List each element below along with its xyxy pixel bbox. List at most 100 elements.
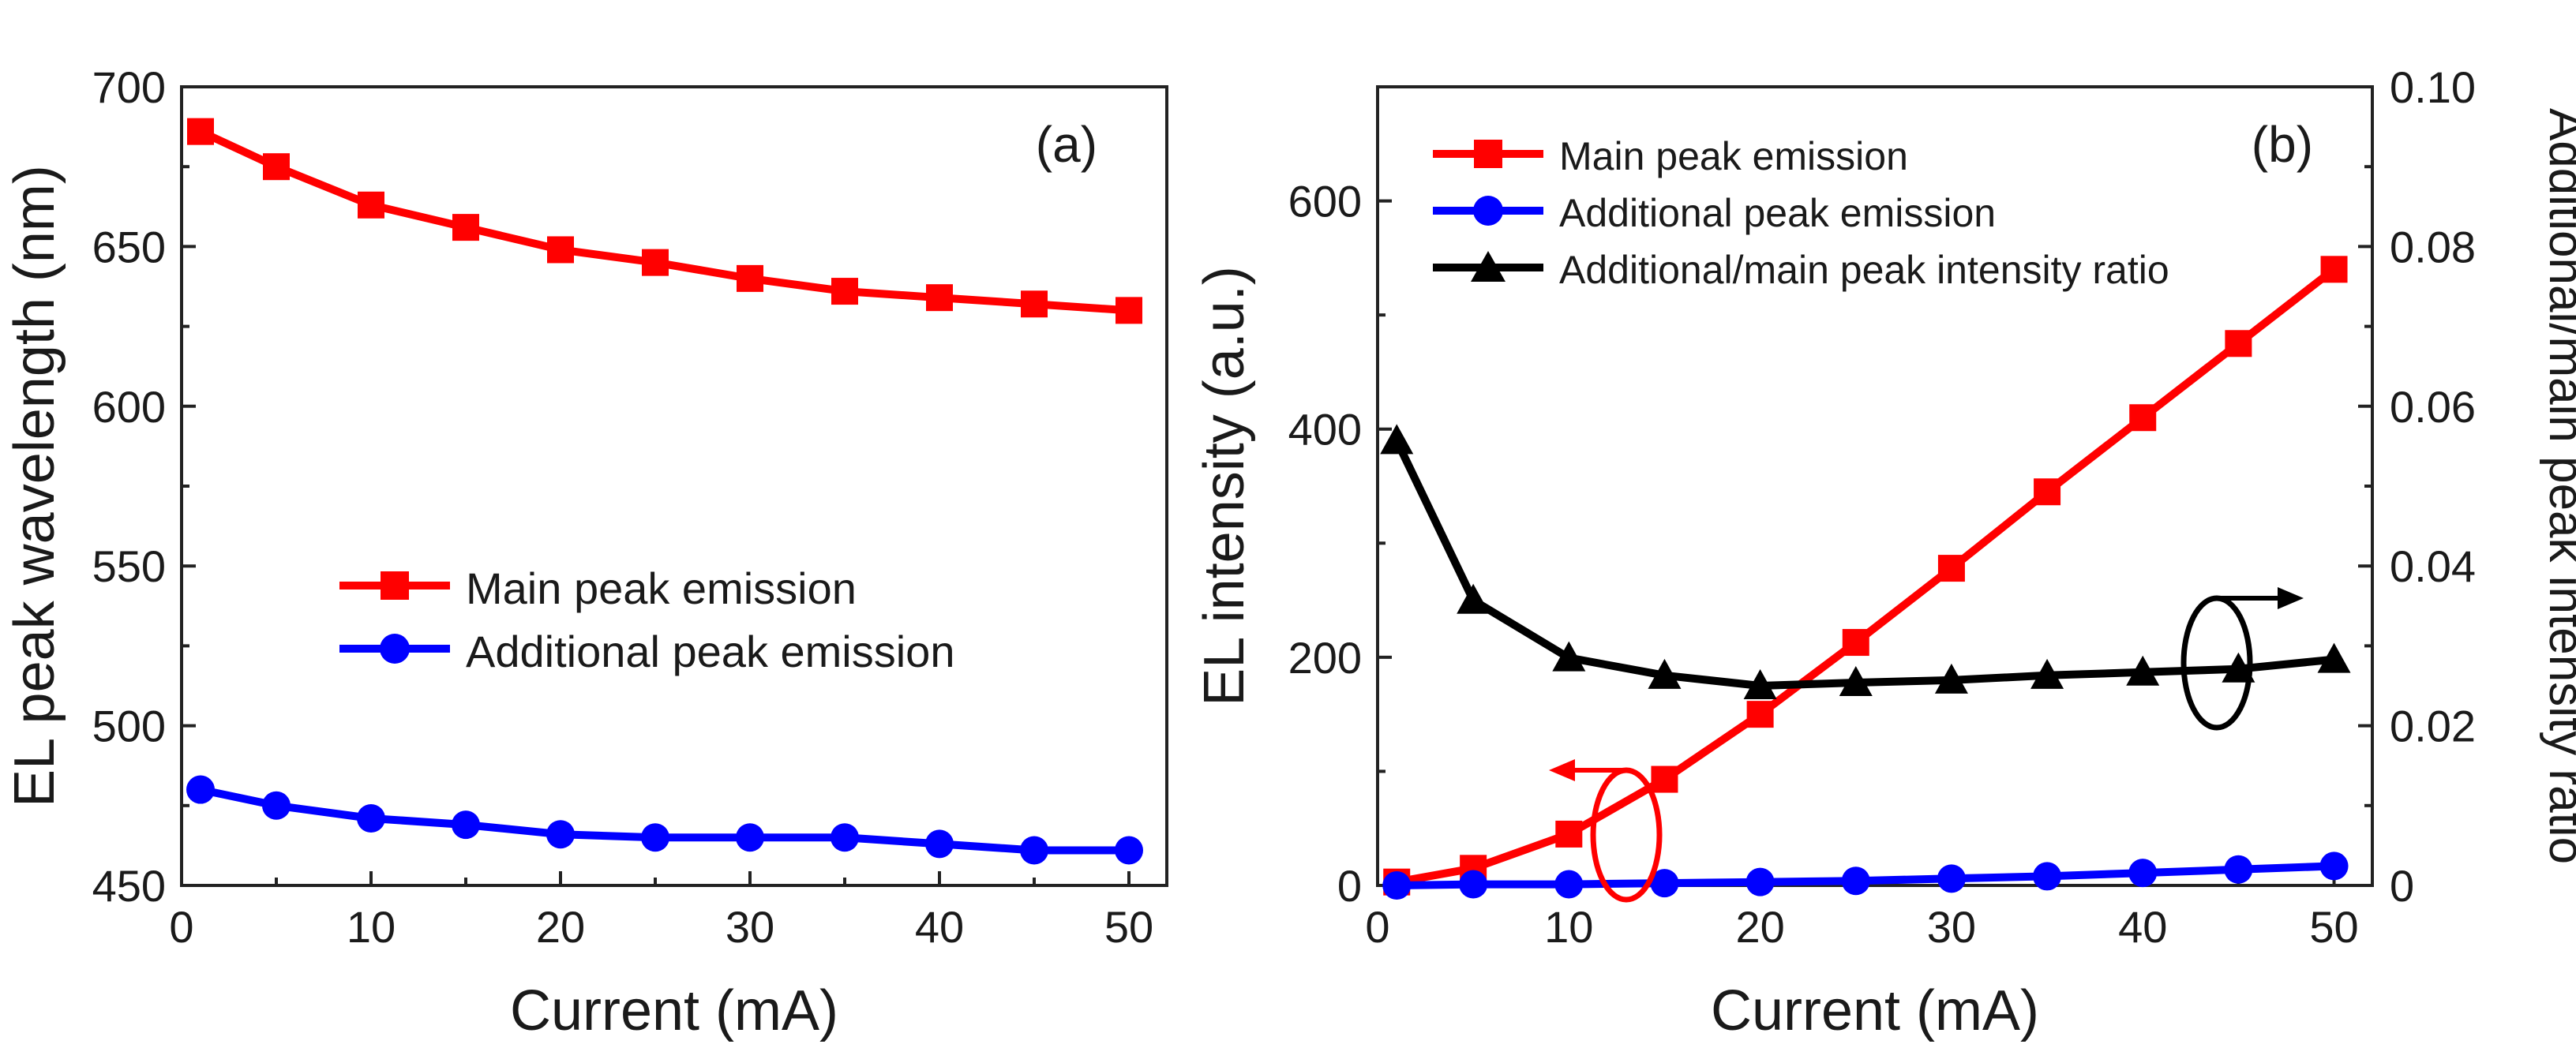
panel-a-series-1-point xyxy=(452,810,480,840)
panel-a-series-1-point xyxy=(831,823,859,852)
panel-b-series-2-point xyxy=(2126,655,2160,686)
panel-a-plot-frame xyxy=(180,85,1168,887)
panel-b-legend-entry-main: Main peak emission xyxy=(1433,134,1908,178)
panel-b-series-1-point xyxy=(1382,871,1412,900)
y2-tick-label: 0.02 xyxy=(2390,702,2476,751)
panel-a-series-0-point xyxy=(642,249,669,276)
panel-a-series xyxy=(186,118,1143,865)
panel-b-series-1-point xyxy=(1745,867,1775,896)
y-tick-label: 0 xyxy=(1337,861,1362,911)
x-tick-label: 40 xyxy=(915,902,964,952)
panel-a-label: (a) xyxy=(1036,116,1097,173)
y2-tick-label: 0.08 xyxy=(2390,222,2476,271)
left-axis-indicator xyxy=(1549,759,1663,903)
y-tick-label: 650 xyxy=(92,222,166,271)
panel-a: 0 10 20 30 40 50 450 500 550 600 650 700 (a) Curre… xyxy=(3,62,1168,1042)
panel-b-series-0-point xyxy=(1555,820,1583,848)
panel-b-series-0-point xyxy=(1842,629,1869,657)
y-tick-label: 200 xyxy=(1288,633,1362,683)
panel-a-x-ticks: 0 10 20 30 40 50 xyxy=(169,871,1153,952)
panel-a-x-axis-label: Current (mA) xyxy=(510,979,838,1042)
panel-b-series-2-point xyxy=(1457,583,1490,614)
x-tick-label: 10 xyxy=(1544,902,1593,952)
y-tick-label: 700 xyxy=(92,62,166,112)
y2-tick-label: 0.06 xyxy=(2390,382,2476,432)
panel-b-series-1-point xyxy=(1459,870,1488,899)
panel-b-series-1-point xyxy=(2033,862,2062,891)
panel-b-y-ticks-right: 0 0.02 0.04 0.06 0.08 0.10 xyxy=(2358,62,2476,911)
x-tick-label: 30 xyxy=(726,902,774,952)
panel-a-legend-entry-additional: Additional peak emission xyxy=(339,627,954,676)
panel-a-y-ticks: 450 500 550 600 650 700 xyxy=(92,62,196,911)
panel-a-series-0-point xyxy=(547,236,574,264)
panel-b-series-0-point xyxy=(2129,404,2157,432)
right-axis-indicator xyxy=(2180,587,2304,731)
panel-b: 0 10 20 30 40 50 0 200 400 600 0 0.02 0.04 0.06 0.08… xyxy=(1193,62,2576,1042)
panel-a-legend-entry-main: Main peak emission xyxy=(339,563,857,613)
panel-b-series-0-point xyxy=(2034,478,2061,506)
panel-a-series-0-point xyxy=(926,284,953,312)
panel-a-series-1-point xyxy=(925,829,954,859)
y-tick-label: 600 xyxy=(1288,177,1362,226)
panel-b-series-0-point xyxy=(1746,701,1774,728)
panel-b-series-2-point xyxy=(1839,665,1873,696)
panel-a-series-0-point xyxy=(263,153,290,181)
panel-b-legend-label-main: Main peak emission xyxy=(1559,134,1908,178)
y-tick-label: 600 xyxy=(92,382,166,432)
panel-b-series-2-point xyxy=(2030,658,2064,689)
panel-b-legend: Main peak emission Additional peak emiss… xyxy=(1433,134,2169,292)
panel-b-series-1-point xyxy=(1937,864,1966,893)
panel-b-series-0-line xyxy=(1396,266,2337,886)
panel-a-series-1-point xyxy=(736,823,764,852)
x-tick-label: 10 xyxy=(347,902,396,952)
panel-b-y-axis-label-right: Additional/main peak intensity ratio xyxy=(2539,108,2576,864)
right-axis-indicator-arrowhead xyxy=(2278,587,2304,609)
panel-b-series-2-point xyxy=(1552,641,1586,672)
panel-b-legend-label-additional: Additional peak emission xyxy=(1559,191,1996,235)
panel-a-legend-label-main: Main peak emission xyxy=(466,563,857,613)
panel-a-series-0-point xyxy=(737,264,763,292)
y2-tick-label: 0.10 xyxy=(2390,62,2476,112)
panel-a-series-0-point xyxy=(1116,297,1142,324)
panel-a-series-1-point xyxy=(1020,836,1048,865)
panel-b-y-axis-label-left: EL intensity (a.u.) xyxy=(1193,266,1256,706)
panel-a-series-1-point xyxy=(546,820,575,849)
y-tick-label: 500 xyxy=(92,702,166,751)
x-tick-label: 40 xyxy=(2118,902,2167,952)
panel-b-series-0-point xyxy=(1937,555,1965,582)
panel-a-legend-label-additional: Additional peak emission xyxy=(466,627,954,676)
panel-b-legend-label-ratio: Additional/main peak intensity ratio xyxy=(1559,248,2169,292)
panel-b-y-ticks-left: 0 200 400 600 xyxy=(1288,177,1392,911)
panel-a-series-1-point xyxy=(1115,836,1143,865)
panel-b-series xyxy=(1380,256,2351,900)
x-tick-label: 30 xyxy=(1927,902,1976,952)
panel-b-legend-entry-ratio: Additional/main peak intensity ratio xyxy=(1433,248,2169,292)
x-tick-label: 20 xyxy=(1735,902,1784,952)
panel-b-series-2-point xyxy=(1934,663,1968,694)
x-tick-label: 50 xyxy=(1104,902,1153,952)
panel-b-series-1-point xyxy=(1554,870,1584,899)
x-tick-label: 0 xyxy=(1365,902,1389,952)
panel-b-series-2-point xyxy=(2317,642,2351,673)
panel-b-series-1-point xyxy=(1650,869,1679,898)
panel-a-series-1-point xyxy=(357,803,385,833)
panel-b-x-axis-label: Current (mA) xyxy=(1711,979,2039,1042)
panel-b-label: (b) xyxy=(2252,116,2313,173)
panel-a-series-0-point xyxy=(358,191,384,219)
x-tick-label: 50 xyxy=(2309,902,2358,952)
y-tick-label: 550 xyxy=(92,541,166,591)
panel-b-series-1-point xyxy=(1841,866,1870,896)
panel-b-series-1-point xyxy=(2224,855,2253,884)
panel-b-series-0-point xyxy=(1651,765,1678,793)
panel-b-series-1-point xyxy=(2128,859,2158,888)
panel-a-y-axis-label: EL peak wavelength (nm) xyxy=(3,165,66,807)
y-tick-label: 450 xyxy=(92,861,166,911)
panel-b-series-2-point xyxy=(1380,424,1414,455)
x-tick-label: 20 xyxy=(536,902,585,952)
panel-a-legend: Main peak emission Additional peak emiss… xyxy=(339,563,954,676)
panel-a-series-0-point xyxy=(831,278,858,305)
panel-a-series-1-point xyxy=(262,791,291,820)
panel-b-series-1-point xyxy=(2319,852,2349,881)
y2-tick-label: 0 xyxy=(2390,861,2414,911)
